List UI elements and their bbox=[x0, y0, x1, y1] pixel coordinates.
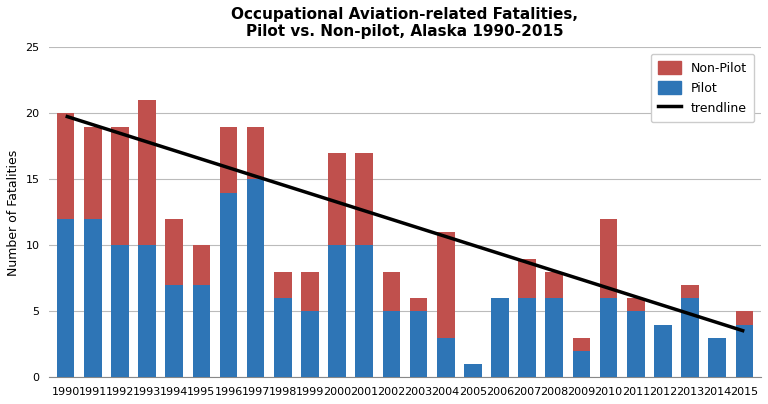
Bar bbox=[410, 298, 427, 311]
Bar bbox=[437, 232, 455, 338]
trendline bbox=[468, 243, 478, 248]
Bar bbox=[328, 153, 346, 245]
Bar bbox=[111, 245, 129, 377]
trendline bbox=[359, 208, 369, 213]
trendline bbox=[414, 225, 423, 230]
trendline bbox=[713, 320, 722, 325]
trendline bbox=[170, 148, 179, 153]
Bar bbox=[57, 114, 74, 219]
trendline bbox=[631, 294, 641, 299]
Bar bbox=[518, 298, 536, 377]
Bar bbox=[600, 298, 617, 377]
trendline bbox=[604, 286, 613, 290]
Bar bbox=[356, 153, 373, 245]
Bar bbox=[165, 285, 183, 377]
Bar bbox=[193, 245, 210, 285]
Bar bbox=[492, 298, 509, 377]
Bar bbox=[111, 126, 129, 245]
Bar bbox=[545, 272, 563, 298]
Bar bbox=[736, 324, 753, 377]
trendline bbox=[278, 183, 287, 187]
Bar bbox=[573, 351, 591, 377]
Bar bbox=[247, 126, 264, 179]
Legend: Non-Pilot, Pilot, trendline: Non-Pilot, Pilot, trendline bbox=[650, 54, 754, 122]
Bar bbox=[193, 285, 210, 377]
trendline bbox=[306, 191, 315, 196]
Bar bbox=[301, 272, 319, 311]
Bar bbox=[356, 245, 373, 377]
Bar bbox=[138, 100, 156, 245]
Bar bbox=[437, 338, 455, 377]
Bar bbox=[410, 311, 427, 377]
trendline bbox=[251, 174, 260, 179]
Bar bbox=[220, 193, 237, 377]
Bar bbox=[220, 126, 237, 193]
trendline bbox=[522, 260, 531, 265]
Bar bbox=[736, 311, 753, 324]
Bar bbox=[708, 338, 726, 377]
Bar bbox=[654, 324, 672, 377]
Title: Occupational Aviation-related Fatalities,
Pilot vs. Non-pilot, Alaska 1990-2015: Occupational Aviation-related Fatalities… bbox=[231, 7, 578, 39]
Bar bbox=[600, 219, 617, 298]
trendline bbox=[197, 157, 206, 162]
Bar bbox=[382, 311, 400, 377]
trendline bbox=[88, 122, 98, 127]
Bar bbox=[57, 219, 74, 377]
Bar bbox=[84, 126, 101, 219]
Bar bbox=[573, 338, 591, 351]
Bar bbox=[274, 272, 292, 298]
Bar bbox=[247, 179, 264, 377]
trendline bbox=[740, 329, 749, 334]
Bar bbox=[165, 219, 183, 285]
Bar bbox=[301, 311, 319, 377]
Bar bbox=[274, 298, 292, 377]
Bar bbox=[681, 285, 699, 298]
trendline bbox=[495, 251, 505, 256]
trendline bbox=[224, 165, 233, 170]
Bar bbox=[545, 298, 563, 377]
Bar bbox=[84, 219, 101, 377]
trendline bbox=[550, 269, 559, 274]
trendline bbox=[658, 303, 667, 308]
Bar bbox=[518, 259, 536, 298]
Bar bbox=[382, 272, 400, 311]
trendline bbox=[61, 114, 70, 118]
trendline bbox=[333, 200, 342, 204]
Bar bbox=[138, 245, 156, 377]
Bar bbox=[681, 298, 699, 377]
Bar bbox=[627, 298, 644, 311]
trendline bbox=[115, 131, 124, 136]
trendline bbox=[577, 277, 586, 282]
Line: trendline: trendline bbox=[65, 116, 744, 331]
Bar bbox=[464, 364, 482, 377]
Bar bbox=[627, 311, 644, 377]
Bar bbox=[328, 245, 346, 377]
trendline bbox=[441, 234, 450, 239]
trendline bbox=[685, 311, 694, 316]
trendline bbox=[387, 217, 396, 222]
Y-axis label: Number of Fatalities: Number of Fatalities bbox=[7, 149, 20, 276]
trendline bbox=[143, 139, 152, 144]
